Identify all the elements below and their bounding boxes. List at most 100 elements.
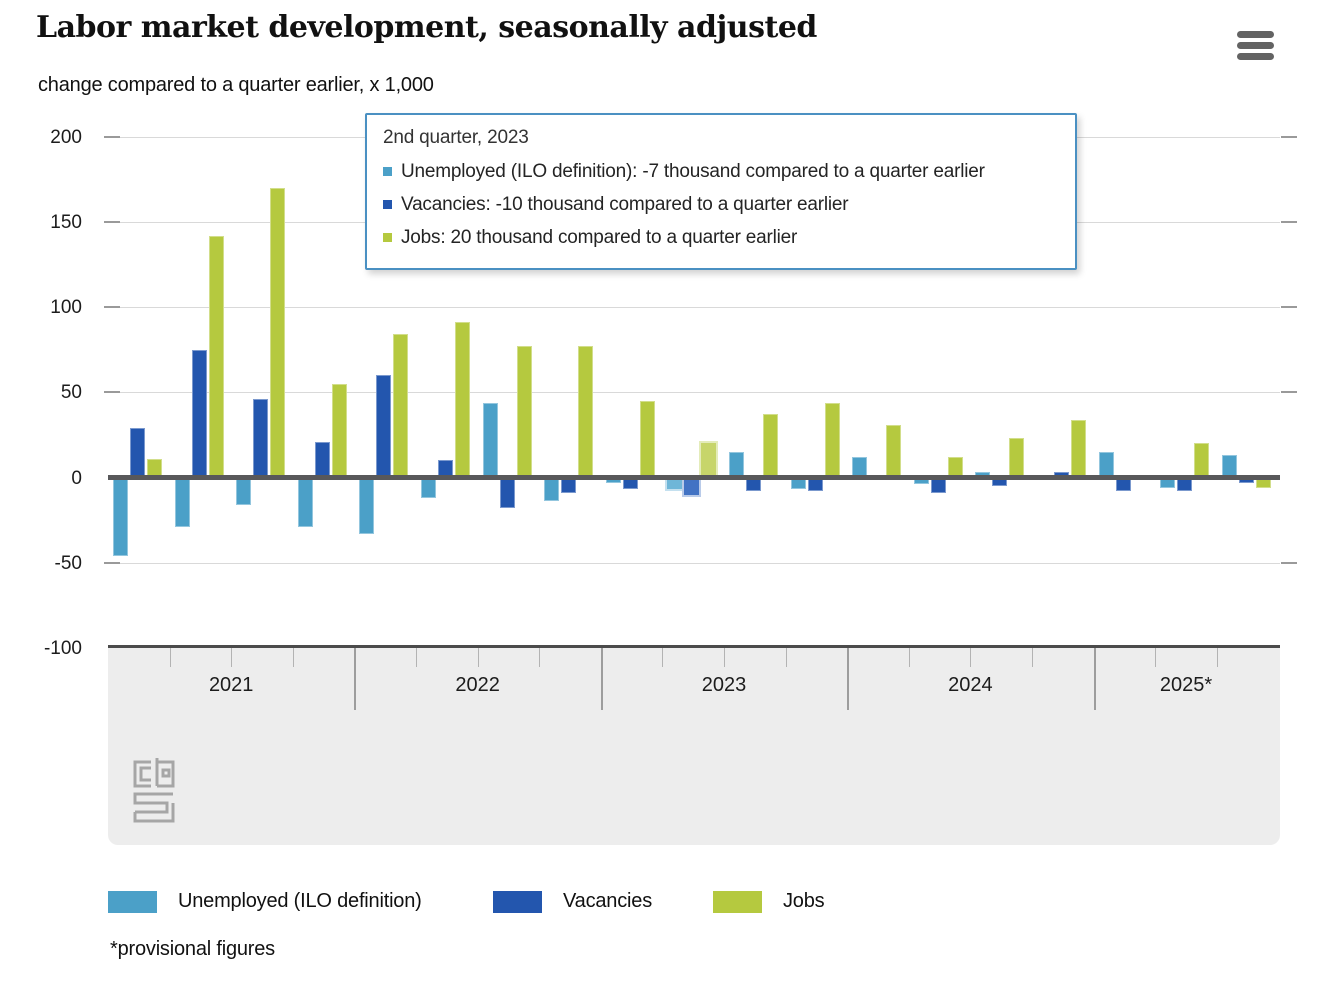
- bar-jobs-2021-q1[interactable]: [147, 458, 162, 478]
- bar-vacancies-2023-q4[interactable]: [807, 477, 823, 492]
- bar-unemployed-2021-q3[interactable]: [236, 477, 252, 505]
- bar-unemployed-2022-q2[interactable]: [421, 477, 436, 498]
- cbs-logo-b: [155, 758, 175, 788]
- bar-jobs-2022-q2[interactable]: [455, 322, 470, 478]
- bar-unemployed-2021-q2[interactable]: [174, 477, 190, 527]
- bar-jobs-2024-q4[interactable]: [1071, 419, 1086, 478]
- unemployed-swatch-icon: [108, 890, 157, 913]
- bar-vacancies-2022-q3[interactable]: [499, 477, 515, 509]
- year-label-2021: 2021: [208, 674, 254, 696]
- tooltip-title: 2nd quarter, 2023: [383, 127, 529, 148]
- legend-item-vacancies[interactable]: Vacancies: [493, 890, 652, 913]
- tooltip-line-text: Jobs: 20 thousand compared to a quarter …: [401, 226, 798, 248]
- legend-item-unemployed[interactable]: Unemployed (ILO definition): [108, 890, 422, 913]
- bar-jobs-2024-q1[interactable]: [886, 424, 902, 478]
- jobs-swatch-icon: [713, 890, 762, 913]
- tooltip-line-vacancies: Vacancies: -10 thousand compared to a qu…: [383, 188, 1059, 221]
- hamburger-menu-button[interactable]: [1237, 31, 1274, 64]
- gridline--50: [108, 562, 1280, 564]
- bar-vacancies-2022-q1[interactable]: [376, 375, 392, 478]
- bar-jobs-2023-q4[interactable]: [824, 402, 840, 478]
- quarter-tick: [231, 648, 233, 667]
- vacancies-bullet-icon: [383, 200, 392, 209]
- bar-vacancies-2024-q4[interactable]: [1054, 472, 1069, 478]
- cbs-logo: [133, 758, 175, 823]
- bar-unemployed-2021-q1[interactable]: [113, 477, 128, 556]
- y-axis-label--50: -50: [54, 552, 82, 574]
- year-label-2023: 2023: [701, 674, 747, 696]
- vacancies-swatch-icon: [493, 890, 542, 913]
- quarter-tick: [908, 648, 910, 667]
- y-axis-right-tick-100: [1281, 306, 1297, 309]
- y-axis-right-tick--50: [1281, 561, 1297, 564]
- y-axis-label-0: 0: [71, 467, 82, 489]
- bar-jobs-2021-q4[interactable]: [331, 383, 347, 478]
- bar-vacancies-2024-q2[interactable]: [930, 477, 946, 493]
- bar-unemployed-2023-q3[interactable]: [729, 451, 744, 478]
- bar-unemployed-2023-q1[interactable]: [605, 477, 621, 483]
- bar-vacancies-2024-q3[interactable]: [992, 477, 1008, 487]
- bar-jobs-2021-q2[interactable]: [208, 235, 224, 478]
- legend-item-jobs[interactable]: Jobs: [713, 890, 825, 913]
- bar-vacancies-2022-q4[interactable]: [561, 477, 577, 493]
- y-axis-right-tick-50: [1281, 391, 1297, 394]
- quarter-tick: [724, 648, 725, 667]
- bar-unemployed-2021-q4[interactable]: [297, 477, 313, 527]
- bar-vacancies-2021-q4[interactable]: [314, 441, 330, 478]
- bar-unemployed-2025-q2[interactable]: [1160, 477, 1176, 488]
- quarter-tick: [1216, 648, 1218, 667]
- bar-unemployed-2022-q3[interactable]: [482, 402, 498, 478]
- y-axis-label-150: 150: [50, 212, 82, 233]
- cbs-logo-s: [133, 792, 173, 814]
- legend-label: Jobs: [783, 890, 825, 912]
- bar-vacancies-2021-q2[interactable]: [191, 349, 207, 478]
- year-label-2024: 2024: [948, 674, 993, 696]
- year-label-2025: 2025*: [1159, 674, 1213, 696]
- bar-vacancies-2025-q1[interactable]: [1115, 477, 1131, 492]
- quarter-tick: [1155, 648, 1157, 667]
- bar-jobs-2022-q3[interactable]: [516, 346, 532, 478]
- chart-title: Labor market development, seasonally adj…: [36, 10, 817, 45]
- tooltip-line-jobs: Jobs: 20 thousand compared to a quarter …: [383, 221, 1059, 254]
- bar-jobs-2025-q3[interactable]: [1255, 477, 1271, 488]
- bar-jobs-2025-q2[interactable]: [1194, 443, 1210, 478]
- year-boundary-tick: [600, 648, 603, 710]
- bar-unemployed-2025-q3[interactable]: [1221, 455, 1237, 478]
- bar-vacancies-2023-q3[interactable]: [746, 477, 761, 492]
- y-axis-left-tick-150: [104, 221, 120, 223]
- zero-axis-line: [108, 475, 1280, 480]
- bar-unemployed-2022-q1[interactable]: [359, 477, 375, 534]
- provisional-note: *provisional figures: [110, 938, 275, 960]
- bar-jobs-2023-q2[interactable]: [699, 441, 719, 480]
- bar-unemployed-2024-q1[interactable]: [852, 457, 868, 478]
- bar-unemployed-2025-q1[interactable]: [1098, 451, 1114, 478]
- bar-vacancies-2021-q1[interactable]: [130, 428, 145, 478]
- bar-vacancies-2022-q2[interactable]: [438, 460, 453, 478]
- legend-label: Unemployed (ILO definition): [178, 890, 422, 912]
- quarter-tick: [416, 648, 417, 667]
- bar-vacancies-2023-q1[interactable]: [622, 477, 638, 490]
- y-axis-left-tick-200: [104, 135, 120, 138]
- gridline-100: [108, 307, 1280, 309]
- bar-jobs-2024-q2[interactable]: [947, 457, 963, 478]
- quarter-tick: [662, 648, 664, 667]
- bar-jobs-2022-q1[interactable]: [393, 334, 409, 478]
- bar-jobs-2022-q4[interactable]: [578, 346, 594, 478]
- bar-vacancies-2025-q3[interactable]: [1238, 477, 1254, 483]
- bar-unemployed-2024-q3[interactable]: [975, 472, 991, 478]
- bar-jobs-2023-q3[interactable]: [763, 414, 778, 478]
- bar-jobs-2024-q3[interactable]: [1009, 438, 1025, 478]
- bar-unemployed-2023-q4[interactable]: [790, 477, 806, 490]
- bar-jobs-2021-q3[interactable]: [270, 187, 286, 478]
- bar-unemployed-2022-q4[interactable]: [544, 477, 560, 502]
- bar-vacancies-2021-q3[interactable]: [253, 399, 269, 478]
- bar-vacancies-2025-q2[interactable]: [1177, 477, 1193, 492]
- x-axis-line: [108, 645, 1280, 648]
- quarter-tick: [539, 648, 541, 667]
- chart-tooltip: 2nd quarter, 2023 Unemployed (ILO defini…: [365, 113, 1077, 270]
- legend-label: Vacancies: [563, 890, 652, 912]
- bar-unemployed-2024-q2[interactable]: [913, 477, 929, 485]
- bar-jobs-2023-q1[interactable]: [639, 400, 655, 478]
- year-boundary-tick: [354, 648, 357, 710]
